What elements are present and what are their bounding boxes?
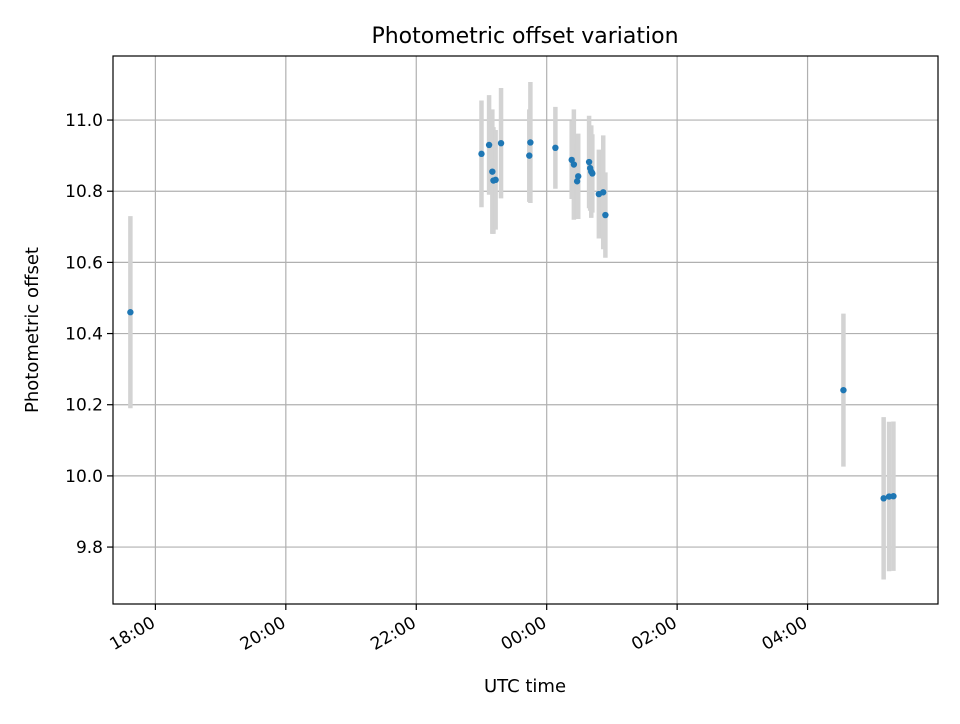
x-axis-label: UTC time	[484, 676, 566, 697]
data-point	[573, 178, 581, 185]
data-point	[497, 139, 505, 147]
y-tick-label: 10.6	[65, 253, 103, 273]
data-point	[575, 173, 582, 180]
data-point	[840, 386, 847, 394]
data-point	[880, 495, 887, 502]
data-point	[600, 189, 607, 196]
data-point	[526, 152, 533, 159]
data-point	[127, 309, 134, 316]
data-point	[890, 492, 897, 500]
data-points	[127, 139, 897, 502]
y-tick-label: 10.0	[65, 467, 103, 487]
y-axis-ticks: 9.8 10.0 10.2 10.4 10.6 10.8 11.0	[65, 111, 113, 558]
data-point	[485, 141, 493, 149]
y-tick-label: 10.4	[65, 325, 103, 345]
data-point	[570, 161, 578, 168]
y-axis-label: Photometric offset	[22, 247, 43, 413]
data-point	[527, 139, 534, 146]
data-point	[478, 150, 485, 158]
data-point	[492, 176, 499, 184]
y-tick-label: 9.8	[76, 538, 103, 558]
data-point	[589, 170, 596, 177]
y-tick-label: 10.2	[65, 396, 103, 416]
y-tick-label: 11.0	[65, 111, 103, 131]
data-point	[602, 211, 609, 219]
grid	[113, 56, 938, 604]
data-point	[585, 158, 593, 166]
y-tick-label: 10.8	[65, 182, 103, 202]
plot-frame	[112, 55, 939, 605]
data-point	[552, 144, 559, 152]
data-point	[489, 168, 496, 175]
chart-title: Photometric offset variation	[371, 24, 678, 49]
